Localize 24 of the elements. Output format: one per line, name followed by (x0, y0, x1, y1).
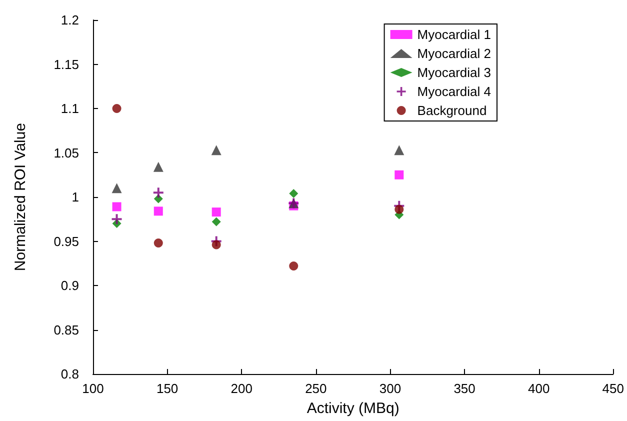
y-tick-label: 0.85 (54, 322, 79, 338)
y-tick-label: 1.2 (60, 12, 79, 28)
y-tick-label: 1 (72, 190, 79, 204)
x-tick-label: 300 (379, 381, 402, 396)
legend-label: Myocardial 1 (417, 27, 492, 42)
legend-label: Myocardial 4 (417, 84, 492, 99)
x-tick-label: 450 (602, 381, 624, 396)
y-tick-label: 0.8 (60, 366, 79, 382)
y-tick-label: 0.9 (60, 278, 79, 293)
x-tick-label: 400 (528, 381, 550, 396)
y-axis-title: Normalized ROI Value (12, 122, 29, 272)
y-tick-label: 1.15 (54, 56, 79, 72)
y-tick-label: 0.95 (54, 234, 79, 249)
x-axis-title: Activity (MBq) (306, 400, 400, 417)
x-tick-label: 350 (454, 381, 476, 396)
x-tick-label: 150 (156, 381, 178, 396)
legend-label: Myocardial 2 (417, 46, 492, 61)
legend-label: Myocardial 3 (417, 65, 492, 80)
x-tick-label: 250 (305, 381, 327, 396)
x-tick-label: 100 (82, 381, 104, 396)
x-tick-label: 200 (230, 381, 252, 396)
legend-label: Background (417, 103, 487, 118)
y-tick-label: 1.1 (60, 101, 79, 116)
y-tick-label: 1.05 (54, 145, 79, 160)
